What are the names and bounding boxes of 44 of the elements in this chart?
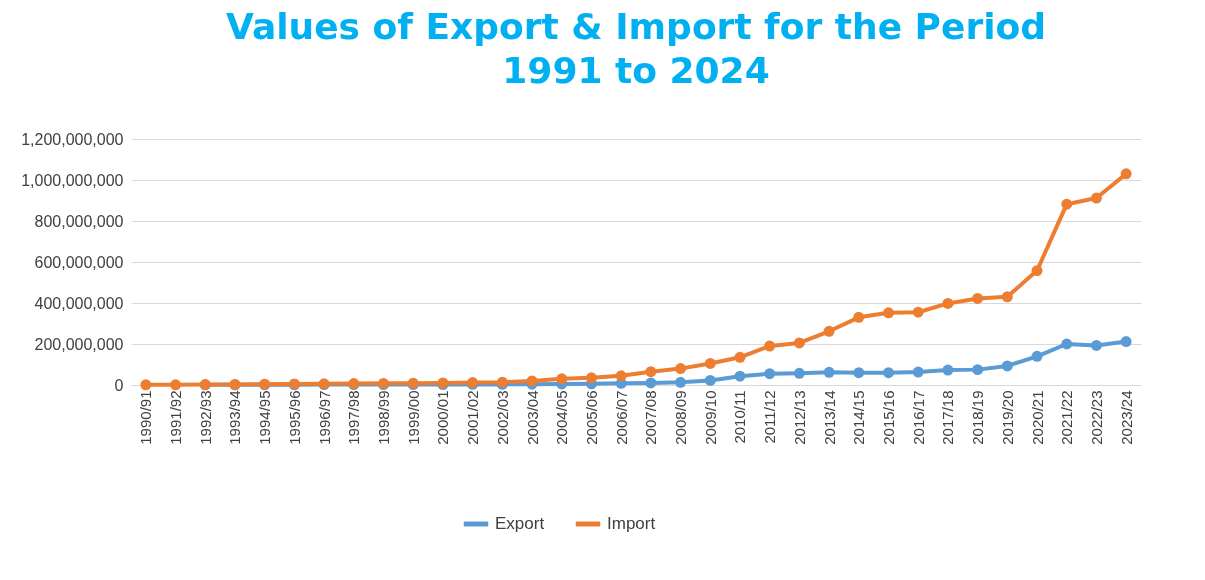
x-tick-label: 2019/20 bbox=[998, 390, 1016, 445]
x-tick-label: 1995/96 bbox=[285, 390, 303, 445]
x-tick-label: 1993/94 bbox=[226, 390, 244, 445]
x-tick-label: 1999/00 bbox=[404, 390, 422, 445]
y-tick-label: 1,000,000,000 bbox=[21, 171, 124, 189]
x-tick-label: 2008/09 bbox=[672, 390, 690, 445]
legend-label: Export bbox=[495, 514, 545, 533]
x-tick-label: 2018/19 bbox=[969, 390, 987, 445]
x-tick-label: 1997/98 bbox=[345, 390, 363, 445]
y-tick-label: 0 bbox=[114, 376, 124, 394]
x-tick-label: 2000/01 bbox=[434, 390, 452, 445]
x-tick-label: 2007/08 bbox=[642, 390, 660, 445]
legend-label: Import bbox=[607, 514, 656, 533]
x-tick-label: 2020/21 bbox=[1028, 390, 1046, 445]
y-tick-label: 400,000,000 bbox=[34, 294, 124, 312]
y-tick-label: 1,200,000,000 bbox=[21, 130, 124, 148]
x-tick-label: 2013/14 bbox=[820, 390, 838, 445]
chart-title: Values of Export & Import for the Period 1991 to 2024 bbox=[226, 6, 1046, 91]
x-tick-label: 2014/15 bbox=[850, 390, 868, 445]
y-tick-label: 200,000,000 bbox=[34, 335, 124, 353]
x-tick-label: 2009/10 bbox=[701, 390, 719, 445]
x-tick-label: 1996/97 bbox=[315, 390, 333, 445]
x-tick-label: 1991/92 bbox=[167, 390, 185, 445]
x-tick-label: 2011/12 bbox=[761, 390, 779, 444]
y-tick-label: 800,000,000 bbox=[34, 212, 124, 230]
y-tick-label: 600,000,000 bbox=[34, 253, 124, 271]
x-tick-label: 2017/18 bbox=[939, 390, 957, 445]
x-tick-label: 2010/11 bbox=[731, 390, 749, 444]
x-tick-label: 2021/22 bbox=[1058, 390, 1076, 445]
x-tick-label: 2005/06 bbox=[582, 390, 600, 445]
x-tick-label: 1990/91 bbox=[137, 390, 155, 445]
x-tick-label: 2023/24 bbox=[1117, 390, 1135, 445]
x-tick-label: 2002/03 bbox=[493, 390, 511, 445]
x-tick-label: 2015/16 bbox=[880, 390, 897, 445]
x-tick-label: 2012/13 bbox=[790, 390, 808, 445]
x-tick-label: 2016/17 bbox=[909, 390, 927, 445]
x-tick-label: 2006/07 bbox=[612, 390, 630, 445]
x-tick-label: 2004/05 bbox=[553, 390, 571, 445]
x-tick-label: 2003/04 bbox=[523, 390, 541, 445]
x-tick-label: 1994/95 bbox=[256, 390, 274, 445]
x-tick-label: 2001/02 bbox=[464, 390, 482, 445]
x-tick-label: 2022/23 bbox=[1087, 390, 1105, 445]
x-tick-label: 1992/93 bbox=[196, 390, 214, 445]
x-tick-label: 1998/99 bbox=[375, 390, 392, 445]
